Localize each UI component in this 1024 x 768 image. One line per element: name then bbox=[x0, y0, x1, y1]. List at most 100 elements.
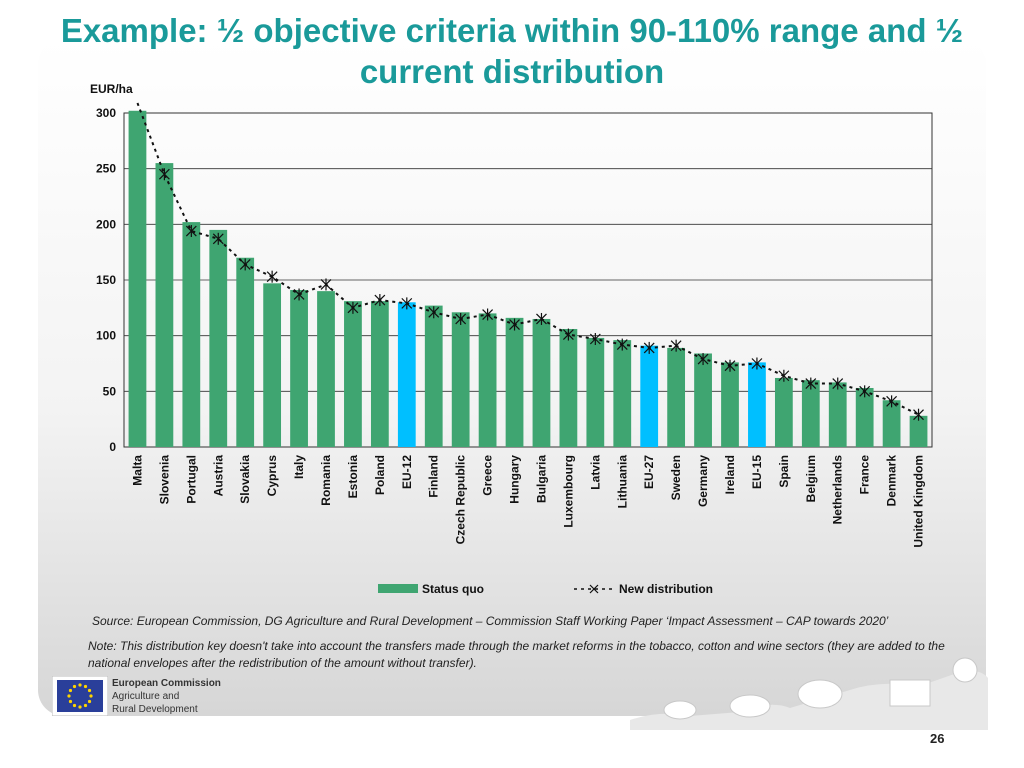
x-tick-label: Spain bbox=[777, 455, 791, 488]
bar-denmark bbox=[882, 400, 901, 447]
page-number: 26 bbox=[930, 731, 945, 746]
bar-slovakia bbox=[236, 257, 255, 447]
x-tick-label: Estonia bbox=[346, 455, 360, 499]
x-tick-label: EU-27 bbox=[642, 455, 656, 489]
bar-cyprus bbox=[263, 283, 282, 447]
org-line-3: Rural Development bbox=[112, 704, 198, 715]
org-line-2: Agriculture and bbox=[112, 691, 180, 702]
x-tick-label: France bbox=[858, 455, 872, 495]
x-tick-label: Austria bbox=[211, 455, 225, 497]
new-distribution-marker bbox=[670, 339, 682, 352]
y-tick-label: 150 bbox=[96, 273, 116, 287]
new-distribution-marker bbox=[562, 328, 574, 341]
new-distribution-marker bbox=[589, 333, 601, 346]
bar-spain bbox=[774, 377, 793, 447]
bar-italy bbox=[290, 290, 308, 447]
x-tick-label: Finland bbox=[427, 455, 441, 498]
x-tick-label: Denmark bbox=[885, 455, 899, 507]
ec-logo-text: European Commission Agriculture and Rura… bbox=[112, 677, 221, 716]
source-text: Source: European Commission, DG Agricult… bbox=[92, 614, 889, 628]
new-distribution-marker bbox=[455, 312, 467, 325]
bar-poland bbox=[370, 301, 389, 447]
bar-bulgaria bbox=[532, 318, 551, 447]
x-tick-label: Portugal bbox=[184, 455, 198, 504]
bar-hungary bbox=[505, 317, 524, 447]
bar-luxembourg bbox=[559, 328, 578, 447]
grid-lines bbox=[123, 112, 933, 448]
new-distribution-marker bbox=[239, 258, 251, 271]
bar-malta bbox=[128, 110, 147, 448]
y-tick-label: 0 bbox=[109, 440, 116, 454]
bar-romania bbox=[317, 291, 335, 447]
bar-austria bbox=[209, 229, 228, 447]
x-tick-label: Latvia bbox=[588, 455, 602, 490]
x-tick-label: Greece bbox=[481, 455, 495, 496]
eu-flag-icon bbox=[52, 676, 108, 716]
new-distribution-marker bbox=[212, 232, 224, 245]
new-distribution-marker bbox=[805, 377, 817, 390]
bar-estonia bbox=[344, 301, 362, 447]
y-tick-label: 50 bbox=[103, 384, 117, 398]
slide-title: Example: ½ objective criteria within 90-… bbox=[60, 12, 964, 90]
status-quo-bars bbox=[128, 110, 928, 448]
bar-slovenia bbox=[155, 163, 174, 447]
bar-france bbox=[855, 387, 874, 447]
y-tick-label: 250 bbox=[96, 162, 116, 176]
x-tick-label: EU-15 bbox=[750, 455, 764, 489]
new-distribution-marker bbox=[401, 297, 413, 310]
legend: Status quo New distribution bbox=[378, 582, 713, 596]
bar-germany bbox=[694, 353, 712, 447]
x-tick-label: Slovenia bbox=[157, 455, 171, 505]
x-tick-label: Italy bbox=[292, 455, 306, 479]
y-axis-ticks: 0 50 100 150 200 250 300 bbox=[96, 106, 116, 454]
x-tick-label: Bulgaria bbox=[534, 455, 548, 503]
x-tick-label: Ireland bbox=[723, 455, 737, 494]
new-distribution-marker bbox=[482, 308, 494, 321]
x-tick-label: EU-12 bbox=[400, 455, 414, 489]
x-axis-labels: Malta Slovenia Portugal Austria Slovakia Cypr… bbox=[130, 455, 925, 548]
bar-united-kingdom bbox=[909, 415, 928, 447]
x-tick-label: Hungary bbox=[508, 455, 522, 504]
bar-belgium bbox=[801, 380, 820, 447]
bar-eu-27 bbox=[640, 345, 659, 447]
x-tick-label: Poland bbox=[373, 455, 387, 495]
new-distribution-marker bbox=[913, 408, 924, 421]
legend-swatch-status-quo bbox=[378, 584, 418, 593]
bar-ireland bbox=[721, 362, 739, 447]
new-distribution-marker bbox=[724, 359, 736, 372]
x-tick-label: Netherlands bbox=[831, 455, 845, 525]
y-tick-label: 300 bbox=[96, 106, 116, 120]
new-distribution-marker bbox=[751, 357, 763, 370]
new-distribution-marker bbox=[886, 395, 898, 408]
new-distribution-marker bbox=[697, 353, 709, 366]
new-distribution-marker bbox=[643, 341, 655, 354]
bar-czech-republic bbox=[451, 312, 470, 447]
note-text: Note: This distribution key doesn't take… bbox=[88, 639, 945, 670]
x-tick-label: Czech Republic bbox=[454, 455, 468, 545]
new-distribution-line bbox=[136, 102, 924, 421]
x-tick-label: United Kingdom bbox=[912, 455, 926, 548]
y-tick-label: 100 bbox=[96, 329, 116, 343]
x-tick-label: Lithuania bbox=[615, 455, 629, 509]
new-distribution-marker bbox=[266, 270, 278, 283]
new-distribution-marker bbox=[347, 301, 359, 314]
bar-eu-15 bbox=[748, 362, 766, 447]
bar-chart: 0 50 100 150 200 250 300 Malta Slovenia Portugal… bbox=[90, 82, 933, 596]
new-distribution-marker bbox=[428, 306, 440, 319]
legend-label-status-quo: Status quo bbox=[422, 582, 484, 596]
y-tick-label: 200 bbox=[96, 217, 116, 231]
bar-greece bbox=[478, 313, 497, 447]
new-distribution-marker bbox=[320, 278, 332, 291]
x-tick-label: Cyprus bbox=[265, 455, 279, 497]
x-tick-label: Romania bbox=[319, 455, 333, 506]
new-distribution-marker bbox=[185, 225, 197, 238]
new-distribution-polyline bbox=[136, 102, 919, 416]
bar-eu-12 bbox=[397, 302, 416, 447]
new-distribution-marker bbox=[536, 312, 547, 325]
farm-animals-decoration bbox=[630, 657, 988, 730]
x-tick-label: Slovakia bbox=[238, 455, 252, 504]
new-distribution-marker bbox=[293, 288, 305, 301]
legend-label-new-distribution: New distribution bbox=[619, 582, 713, 596]
new-distribution-marker bbox=[509, 318, 520, 331]
new-distribution-marker bbox=[832, 377, 844, 390]
